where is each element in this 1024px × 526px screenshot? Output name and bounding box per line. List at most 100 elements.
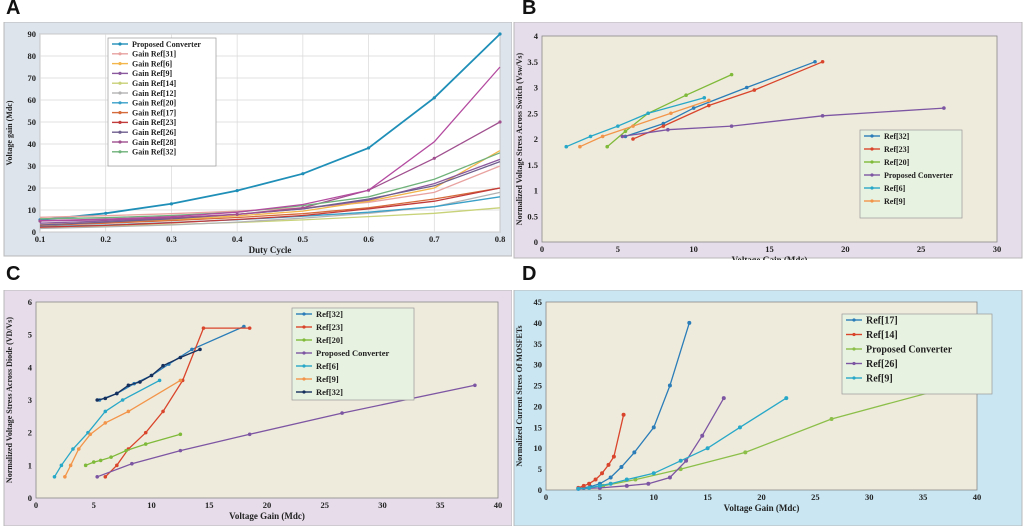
legend-marker — [852, 332, 856, 337]
y-tick-label: 50 — [28, 117, 37, 127]
legend-box — [107, 37, 217, 167]
data-point — [633, 477, 638, 482]
data-point — [161, 363, 165, 368]
y-tick-label: 0 — [538, 485, 542, 495]
legend-marker — [870, 173, 874, 177]
data-point — [71, 447, 75, 451]
y-tick-label: 0 — [32, 227, 36, 237]
legend-label: Gain Ref[12] — [132, 89, 177, 98]
legend-marker — [852, 361, 856, 366]
data-point — [95, 398, 100, 402]
data-point — [149, 373, 154, 378]
y-tick-label: 0 — [534, 237, 538, 247]
y-tick-label: 45 — [534, 297, 543, 307]
data-point — [63, 474, 67, 479]
legend-marker — [870, 199, 874, 203]
x-tick-label: 0.4 — [232, 234, 243, 244]
data-point — [124, 448, 128, 453]
data-point — [707, 98, 711, 103]
data-point — [667, 383, 672, 388]
legend-marker — [852, 318, 856, 322]
y-tick-label: 2 — [534, 134, 538, 144]
data-point — [646, 481, 651, 486]
y-tick-label: 70 — [28, 73, 37, 83]
legend-marker — [302, 377, 306, 381]
data-point — [651, 425, 656, 430]
x-axis-label: Voltage Gain (Mdc) — [732, 255, 808, 260]
legend-marker — [118, 150, 122, 154]
data-point — [784, 396, 789, 401]
data-point — [103, 421, 108, 425]
x-tick-label: 30 — [865, 492, 874, 502]
series-line — [96, 384, 476, 478]
data-point — [91, 460, 96, 464]
x-axis-label: Voltage Gain (Mdc) — [229, 511, 305, 521]
data-point — [198, 347, 202, 352]
data-point — [201, 326, 206, 330]
y-tick-label: 2 — [28, 428, 32, 438]
y-axis-label: Normalized Voltage Stress Across Diode (… — [5, 317, 14, 483]
data-point — [95, 474, 100, 479]
x-tick-label: 0.7 — [429, 234, 440, 244]
panel-label-d: D — [522, 263, 537, 285]
data-point — [608, 475, 613, 480]
legend-marker — [302, 390, 306, 394]
series-line — [39, 187, 501, 228]
y-tick-label: 1 — [534, 186, 538, 196]
data-point — [103, 396, 108, 401]
panel-label-c: C — [6, 263, 21, 285]
y-tick-label: 5 — [538, 464, 542, 474]
data-point — [68, 463, 73, 468]
series-line — [39, 121, 501, 222]
data-point — [581, 483, 586, 488]
legend-label: Ref[9] — [316, 374, 339, 384]
legend-label: Ref[23] — [884, 145, 910, 154]
legend-label: Gain Ref[23] — [132, 118, 177, 127]
legend-marker — [302, 364, 306, 368]
data-point — [942, 106, 946, 110]
data-point — [623, 129, 628, 134]
data-point — [813, 59, 817, 64]
x-tick-label: 25 — [321, 500, 330, 510]
y-tick-label: 4 — [534, 31, 539, 41]
x-tick-label: 35 — [436, 500, 445, 510]
x-tick-label: 0.1 — [35, 234, 46, 244]
data-point — [684, 458, 689, 463]
x-tick-label: 35 — [919, 492, 928, 502]
legend-label: Proposed Converter — [132, 40, 201, 49]
data-point — [76, 447, 81, 451]
y-tick-label: 10 — [534, 443, 543, 453]
y-tick-label: 3 — [28, 395, 32, 405]
series-line — [39, 66, 501, 222]
data-point — [661, 121, 666, 126]
data-point — [737, 425, 742, 430]
data-point — [247, 326, 252, 330]
plot-area — [35, 301, 499, 499]
data-point — [432, 96, 436, 100]
legend-marker — [118, 120, 122, 124]
data-point — [619, 465, 624, 470]
data-point — [744, 85, 749, 90]
data-point — [143, 430, 148, 435]
legend-marker — [118, 71, 122, 75]
x-tick-label: 40 — [973, 492, 982, 502]
data-point — [705, 446, 710, 451]
y-axis-label: Normalized Voltage Stress Across Switch … — [515, 52, 524, 225]
data-point — [702, 96, 707, 100]
y-tick-label: 20 — [28, 183, 37, 193]
data-point — [103, 409, 108, 414]
data-point — [608, 481, 613, 486]
data-point — [669, 111, 673, 116]
y-tick-label: 10 — [28, 205, 37, 215]
data-point — [242, 324, 246, 329]
data-point — [624, 477, 629, 482]
legend-marker — [852, 376, 856, 380]
x-tick-label: 15 — [703, 492, 712, 502]
y-tick-label: 6 — [28, 297, 32, 307]
data-point — [109, 455, 113, 459]
data-point — [83, 463, 88, 468]
legend-label: Ref[20] — [884, 158, 910, 167]
data-point — [646, 111, 650, 116]
x-tick-label: 30 — [993, 244, 1002, 254]
legend-marker — [870, 186, 874, 190]
